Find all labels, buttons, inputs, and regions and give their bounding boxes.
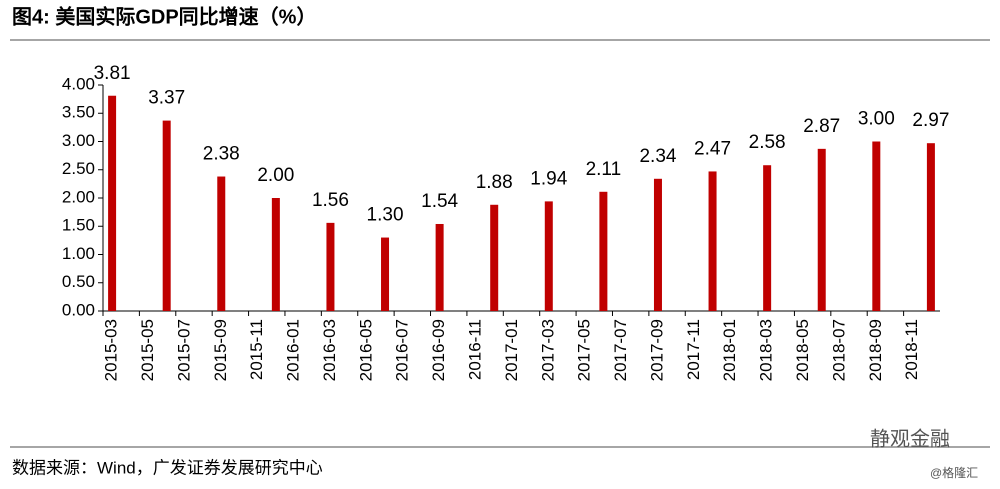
value-label: 2.47	[694, 138, 731, 159]
x-tick-label: 2015-09	[211, 319, 230, 381]
x-tick-label: 2016-03	[320, 319, 339, 381]
y-tick-label: 3.50	[62, 103, 95, 122]
x-tick-label: 2018-05	[793, 319, 812, 381]
x-tick-label: 2018-11	[902, 319, 921, 380]
value-label: 1.54	[421, 191, 458, 212]
x-tick-label: 2015-11	[247, 319, 266, 380]
bar	[817, 148, 826, 311]
bar	[926, 143, 935, 311]
x-tick-label: 2018-07	[829, 319, 848, 381]
value-label: 3.81	[94, 63, 131, 84]
bar	[763, 165, 772, 311]
x-tick-label: 2017-09	[647, 319, 666, 381]
bar	[490, 204, 499, 311]
x-tick-label: 2016-05	[356, 319, 375, 381]
x-tick-label: 2016-07	[393, 319, 412, 381]
bar	[162, 120, 171, 311]
x-tick-label: 2017-11	[684, 319, 703, 380]
y-tick-label: 3.00	[62, 131, 95, 150]
x-tick-label: 2017-03	[538, 319, 557, 381]
value-label: 2.34	[639, 146, 676, 167]
value-label: 3.37	[148, 88, 185, 109]
value-label: 1.88	[476, 172, 513, 193]
y-tick-label: 2.50	[62, 159, 95, 178]
y-tick-label: 2.00	[62, 187, 95, 206]
source-note: 数据来源：Wind，广发证券发展研究中心	[12, 458, 323, 477]
x-tick-label: 2018-09	[866, 319, 885, 381]
value-label: 3.00	[858, 109, 895, 130]
bar	[217, 176, 226, 311]
x-tick-label: 2016-01	[284, 319, 303, 381]
bar	[108, 95, 117, 311]
watermark: 静观金融	[870, 427, 950, 450]
y-tick-label: 4.00	[62, 74, 95, 93]
bar	[872, 141, 881, 311]
value-label: 1.56	[312, 190, 349, 211]
bar	[708, 171, 717, 311]
bar	[326, 222, 335, 311]
x-tick-label: 2016-11	[465, 319, 484, 380]
x-tick-label: 2018-03	[757, 319, 776, 381]
y-tick-label: 1.50	[62, 216, 95, 235]
value-label: 2.11	[586, 159, 622, 180]
bar	[271, 198, 280, 311]
y-tick-label: 1.00	[62, 244, 95, 263]
x-tick-label: 2017-05	[575, 319, 594, 381]
x-tick-label: 2016-09	[429, 319, 448, 381]
value-label: 2.97	[912, 110, 949, 131]
bar	[435, 223, 444, 311]
bar	[544, 201, 553, 311]
value-label: 2.87	[803, 116, 840, 137]
value-label: 1.94	[530, 168, 567, 189]
x-tick-label: 2015-05	[138, 319, 157, 381]
x-tick-label: 2015-07	[174, 319, 193, 381]
credit: @格隆汇	[930, 465, 978, 480]
y-tick-label: 0.50	[62, 272, 95, 291]
chart-title: 图4: 美国实际GDP同比增速（%）	[12, 4, 316, 28]
bar	[381, 237, 390, 311]
y-tick-label: 0.00	[62, 300, 95, 319]
value-label: 2.38	[203, 144, 240, 165]
value-label: 2.58	[749, 132, 786, 153]
bar	[653, 178, 662, 311]
value-label: 1.30	[367, 205, 404, 226]
x-tick-label: 2017-07	[611, 319, 630, 381]
x-tick-label: 2018-01	[720, 319, 739, 381]
bar	[599, 191, 608, 311]
value-label: 2.00	[257, 165, 294, 186]
x-tick-label: 2017-01	[502, 319, 521, 381]
x-tick-label: 2015-03	[102, 319, 121, 381]
